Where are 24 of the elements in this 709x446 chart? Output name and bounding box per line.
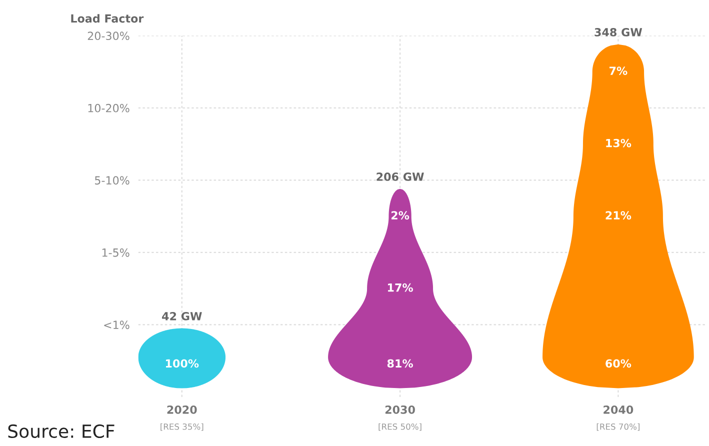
y-tick-label: 5-10% (95, 176, 130, 185)
y-tick-label: 1-5% (102, 248, 130, 257)
y-axis-title: Load Factor (71, 14, 144, 23)
data-label: 2% (391, 211, 410, 220)
text: 42 GW (162, 312, 202, 320)
y-tick-label: 20-30% (88, 32, 130, 40)
data-label: 21% (606, 211, 632, 220)
data-label: 100% (166, 359, 199, 368)
text: [RES 35%] (160, 423, 204, 431)
x-tick-label: 2020 (167, 405, 197, 414)
x-tick-label: 2040 (604, 405, 634, 414)
x-tick-label: 2030 (385, 405, 415, 414)
text: [RES 50%] (378, 423, 422, 431)
y-tick-label: 10-20% (88, 104, 130, 112)
data-label: 7% (610, 66, 628, 76)
data-label: 60% (606, 359, 632, 368)
text: 206 GW (376, 172, 424, 181)
text: 348 GW (594, 28, 642, 36)
y-tick-label: <1% (104, 320, 130, 330)
source-note: Source: ECF (8, 424, 114, 438)
data-label: 81% (387, 359, 413, 368)
data-label: 13% (606, 138, 632, 148)
text: [RES 70%] (596, 423, 640, 431)
data-label: 17% (388, 283, 413, 292)
